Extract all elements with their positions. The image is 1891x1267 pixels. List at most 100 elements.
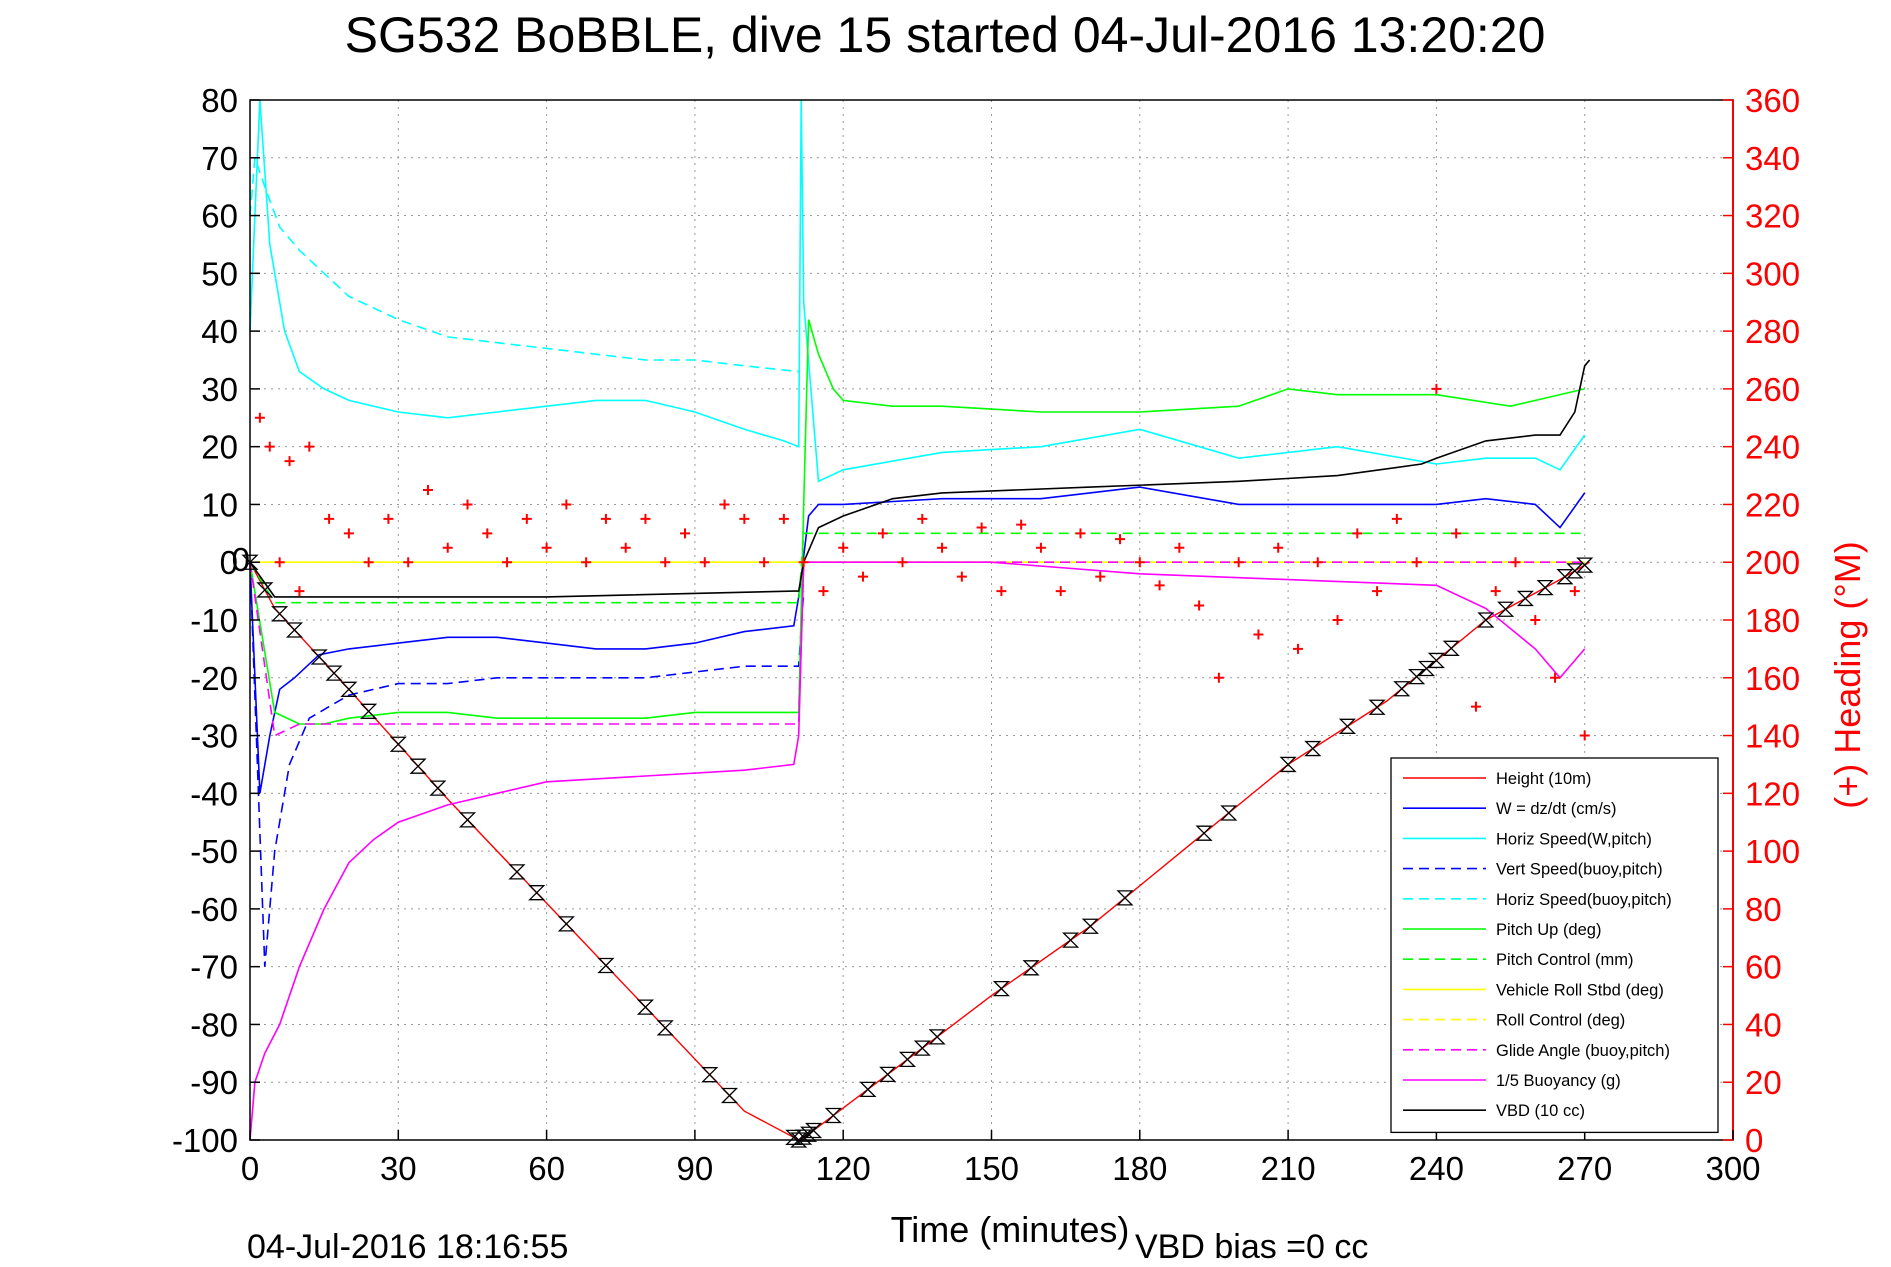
dive-marker	[429, 780, 447, 796]
series-line-buoyancy	[249, 561, 1586, 1141]
x-tick-label: 150	[964, 1150, 1019, 1187]
y2-axis-label: (+) Heading (°M)	[1827, 541, 1868, 808]
heading-marker	[1253, 629, 1264, 640]
y-tick-label: -40	[190, 775, 238, 812]
footer-vbd-bias: VBD bias =0 cc	[1135, 1228, 1368, 1262]
legend-label-glide: Glide Angle (buoy,pitch)	[1496, 1042, 1670, 1060]
dive-marker	[389, 736, 407, 752]
y-tick-label: -50	[190, 833, 238, 870]
dive-marker	[458, 812, 477, 828]
dive-marker	[1116, 890, 1134, 906]
heading-marker	[1035, 542, 1046, 553]
heading-marker	[1213, 672, 1224, 683]
x-tick-label: 0	[241, 1150, 259, 1187]
heading-marker	[1134, 557, 1145, 568]
heading-marker	[719, 499, 730, 510]
dive-marker	[360, 703, 378, 719]
legend-label-height: Height (10m)	[1496, 770, 1591, 788]
y2-tick-label: 240	[1745, 429, 1800, 466]
dive-marker	[340, 681, 358, 697]
heading-marker	[1391, 513, 1402, 524]
zero-marker-label: 0	[232, 541, 250, 578]
heading-marker	[838, 542, 849, 553]
dive-marker	[241, 554, 259, 570]
dive-marker	[1576, 557, 1594, 573]
dive-marker	[1304, 740, 1322, 757]
dive-marker	[804, 1122, 823, 1139]
heading-marker	[324, 513, 335, 524]
heading-marker	[462, 499, 473, 510]
dive-marker	[1566, 563, 1584, 579]
legend-label-pitch: Pitch Up (deg)	[1496, 921, 1601, 939]
heading-marker	[363, 557, 374, 568]
x-tick-label: 240	[1409, 1150, 1464, 1187]
dive-marker	[508, 864, 526, 880]
heading-marker	[660, 557, 671, 568]
dive-marker	[409, 758, 427, 774]
dive-marker	[1497, 601, 1515, 617]
heading-marker	[1490, 586, 1501, 597]
y2-tick-label: 220	[1745, 486, 1800, 523]
y2-tick-label: 300	[1745, 255, 1800, 292]
dive-marker	[1556, 569, 1574, 585]
y2-tick-label: 360	[1745, 82, 1800, 119]
y-tick-label: -60	[190, 891, 238, 928]
dive-marker	[859, 1081, 877, 1098]
dive-marker	[701, 1067, 719, 1083]
y-tick-label: -70	[190, 949, 238, 986]
dive-marker	[1408, 668, 1426, 685]
heading-marker	[897, 557, 908, 568]
series-line-pitch_ctrl	[249, 532, 1585, 604]
legend-label-vbd: VBD (10 cc)	[1496, 1102, 1585, 1120]
y-tick-label: -20	[190, 660, 238, 697]
legend-label-w: W = dz/dt (cm/s)	[1496, 800, 1617, 818]
heading-marker	[1194, 600, 1205, 611]
heading-marker	[1292, 643, 1303, 654]
heading-marker	[1332, 615, 1343, 625]
plot-series	[241, 99, 1594, 1148]
dive-marker	[271, 606, 289, 622]
dive-marker	[720, 1087, 739, 1104]
heading-marker	[798, 557, 809, 568]
dive-marker	[1279, 756, 1297, 773]
x-tick-label: 270	[1557, 1150, 1612, 1187]
heading-marker	[284, 456, 295, 467]
dive-marker	[1062, 932, 1080, 948]
x-tick-label: 180	[1112, 1150, 1167, 1187]
y2-tick-label: 20	[1745, 1064, 1782, 1101]
x-axis-label: Time (minutes)	[891, 1209, 1130, 1250]
series-line-hs_buoy	[249, 157, 799, 373]
dive-marker	[1368, 699, 1386, 715]
y2-tick-label: 160	[1745, 660, 1800, 697]
heading-marker	[482, 528, 493, 539]
series-line-vbd	[249, 359, 1591, 598]
heading-marker	[1411, 557, 1422, 568]
heading-marker	[917, 513, 928, 524]
y-tick-label: 0	[220, 544, 238, 581]
dive-marker	[285, 622, 304, 638]
legend-label-roll: Vehicle Roll Stbd (deg)	[1496, 981, 1664, 999]
series-line-hs	[249, 99, 1586, 483]
heading-marker	[996, 586, 1007, 597]
y2-tick-label: 0	[1745, 1122, 1763, 1159]
dive-marker	[1442, 640, 1460, 656]
heading-marker	[274, 557, 285, 568]
heading-marker	[759, 557, 770, 568]
y2-tick-label: 260	[1745, 371, 1800, 408]
legend-label-buoyancy: 1/5 Buoyancy (g)	[1496, 1072, 1621, 1090]
y-tick-label: 50	[201, 255, 238, 292]
heading-marker	[680, 528, 691, 539]
legend-label-roll_ctrl: Roll Control (deg)	[1496, 1012, 1625, 1030]
legend-label-pitch_ctrl: Pitch Control (mm)	[1496, 951, 1634, 969]
heading-marker	[383, 513, 394, 524]
heading-marker	[1115, 534, 1126, 545]
y-tick-label: 30	[201, 371, 238, 408]
dive-marker	[1022, 960, 1040, 976]
heading-marker	[1154, 580, 1165, 591]
heading-marker	[818, 586, 829, 597]
dive-marker	[636, 999, 655, 1015]
dive-marker	[1393, 681, 1411, 697]
y-tick-label: 60	[201, 198, 238, 235]
heading-marker	[343, 528, 354, 539]
